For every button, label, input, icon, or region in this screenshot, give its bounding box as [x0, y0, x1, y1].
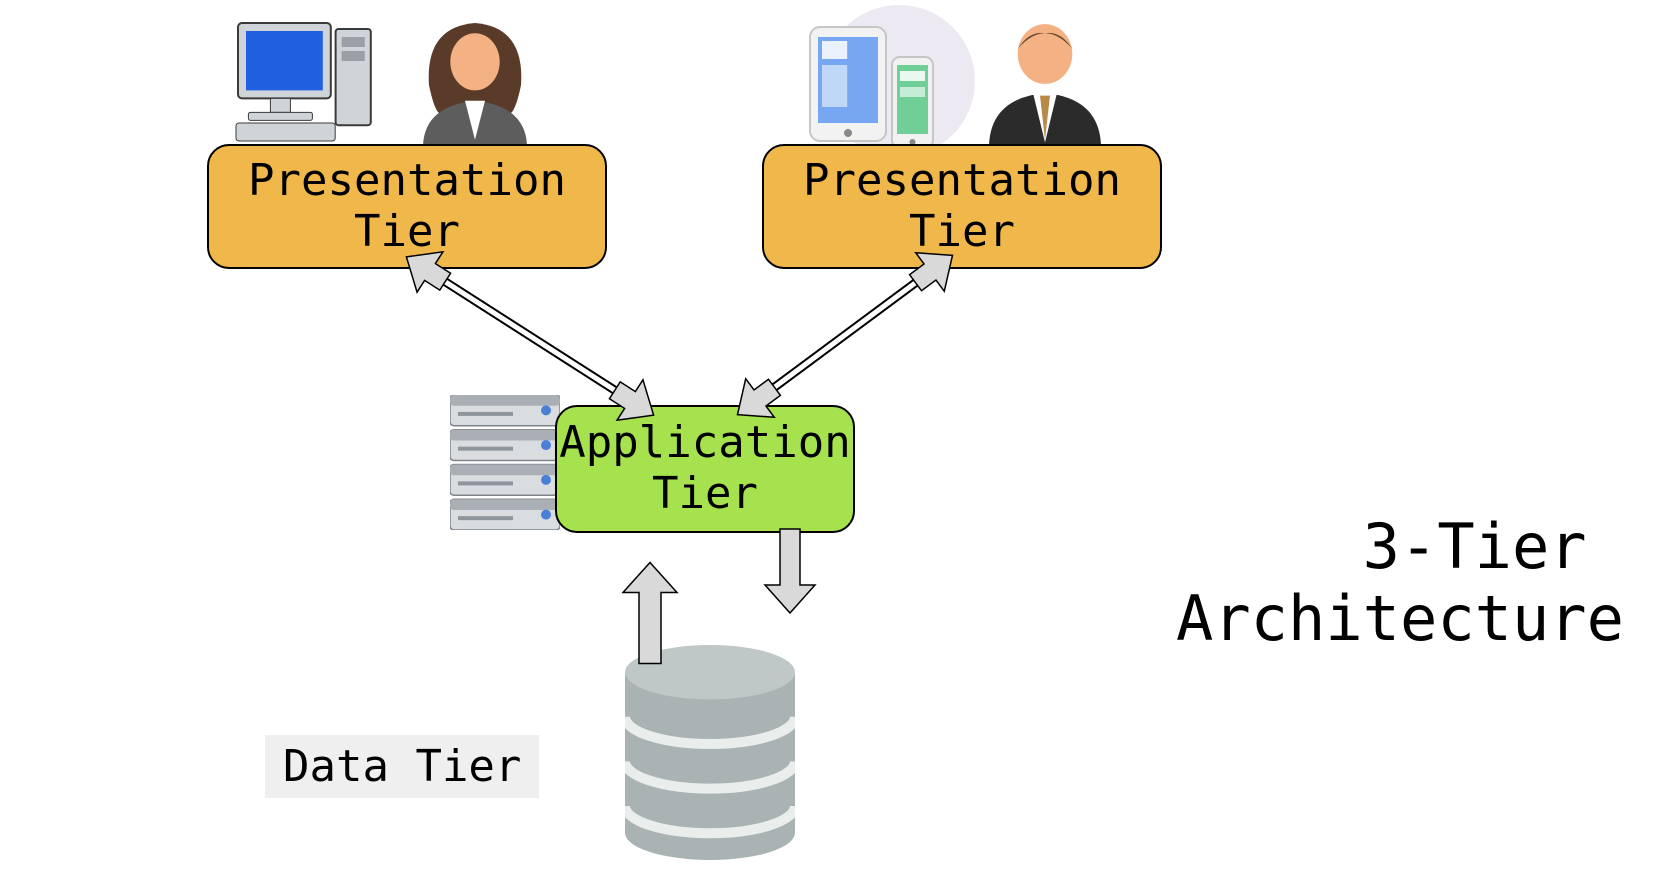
presentation-tier-right-label: PresentationTier — [803, 156, 1121, 257]
desktop-computer-icon — [230, 15, 390, 145]
diagram-title-text: 3-TierArchitecture — [1176, 510, 1624, 654]
application-tier-label: ApplicationTier — [559, 418, 850, 519]
diagram-title: 3-TierArchitecture — [1170, 440, 1630, 725]
data-tier-text: Data Tier — [283, 741, 521, 792]
diagram-stage: PresentationTier PresentationTier Applic… — [0, 0, 1653, 883]
tablet-icon — [808, 25, 888, 143]
presentation-tier-left-label: PresentationTier — [248, 156, 566, 257]
user-male-icon — [980, 15, 1110, 145]
phone-icon — [890, 55, 935, 150]
presentation-tier-left-box: PresentationTier — [207, 144, 607, 269]
application-tier-box: ApplicationTier — [555, 405, 855, 533]
user-female-icon — [410, 15, 540, 145]
database-icon — [625, 645, 795, 860]
presentation-tier-right-box: PresentationTier — [762, 144, 1162, 269]
server-stack-icon — [450, 395, 560, 530]
data-tier-label: Data Tier — [265, 735, 539, 798]
